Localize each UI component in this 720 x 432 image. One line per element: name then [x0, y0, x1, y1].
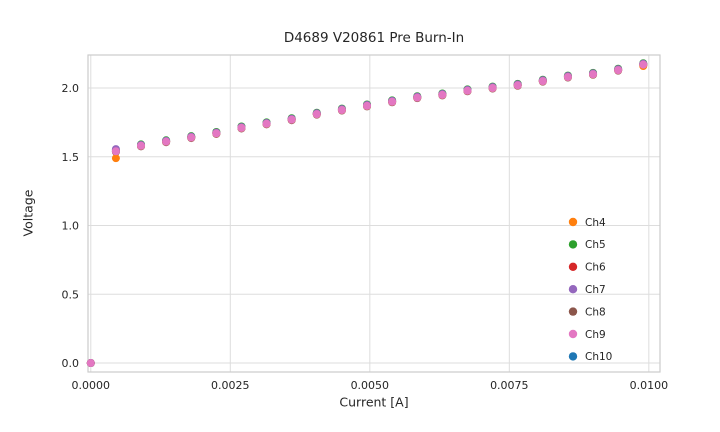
y-tick-label: 2.0 — [62, 82, 80, 95]
data-point-ch9 — [287, 115, 296, 124]
legend-swatch-ch9 — [568, 329, 578, 339]
chart-title: D4689 V20861 Pre Burn-In — [283, 30, 465, 46]
data-point-ch9 — [413, 93, 422, 102]
legend-swatch-ch7 — [568, 285, 578, 294]
data-point-ch9 — [513, 81, 522, 90]
legend-swatch-ch8 — [568, 307, 578, 316]
data-point-ch9 — [488, 84, 497, 93]
legend-swatch-ch6 — [568, 262, 578, 271]
x-tick-label: 0.0000 — [72, 379, 111, 392]
legend-label-ch10: Ch10 — [585, 351, 612, 363]
x-tick-label: 0.0100 — [630, 379, 669, 392]
legend: Ch4 Ch5 Ch6 Ch7 Ch8 Ch9 Ch10 — [568, 217, 612, 363]
data-point-ch9 — [86, 359, 95, 368]
data-point-ch9 — [639, 60, 648, 69]
x-tick-label: 0.0025 — [211, 379, 250, 392]
tick-labels: 0.0000 0.0025 0.0050 0.0075 0.0100 0.0 0.5 1.0 1… — [62, 82, 669, 392]
y-tick-label: 1.0 — [62, 220, 80, 233]
axes-border — [87, 54, 661, 373]
x-tick-label: 0.0050 — [351, 379, 390, 392]
legend-swatch-ch10 — [568, 352, 578, 361]
data-point-ch9 — [337, 106, 346, 115]
legend-label-ch4: Ch4 — [585, 217, 606, 229]
plot-area — [88, 55, 660, 372]
y-axis-label: Voltage — [20, 189, 36, 237]
x-tick-label: 0.0075 — [490, 379, 529, 392]
data-point-ch9 — [262, 119, 271, 128]
data-point-ch4 — [111, 154, 120, 163]
data-point-ch9 — [388, 97, 397, 106]
data-point-ch9 — [212, 129, 221, 138]
data-point-ch9 — [137, 141, 146, 150]
legend-label-ch8: Ch8 — [585, 306, 606, 318]
data-point-ch9 — [589, 70, 598, 79]
legend-swatch-ch5 — [568, 240, 578, 249]
data-point-ch9 — [538, 77, 547, 86]
data-point-ch9 — [463, 86, 472, 95]
legend-swatch-ch4 — [568, 217, 578, 227]
data-point-ch9 — [237, 123, 246, 132]
legend-label-ch6: Ch6 — [585, 262, 606, 274]
data-points — [86, 59, 648, 368]
data-point-ch9 — [363, 101, 372, 110]
data-point-ch9 — [162, 137, 171, 146]
data-point-ch9 — [312, 110, 321, 119]
legend-label-ch7: Ch7 — [585, 284, 606, 296]
legend-label-ch5: Ch5 — [585, 239, 606, 251]
data-point-ch9 — [438, 90, 447, 99]
legend-label-ch9: Ch9 — [585, 329, 606, 341]
y-tick-label: 0.5 — [62, 288, 80, 301]
data-point-ch9 — [614, 66, 623, 75]
data-point-ch9 — [111, 147, 120, 156]
y-tick-label: 0.0 — [62, 357, 80, 370]
y-tick-label: 1.5 — [62, 151, 80, 164]
data-point-ch9 — [563, 73, 572, 82]
data-point-ch9 — [187, 133, 196, 142]
x-axis-label: Current [A] — [339, 394, 409, 410]
